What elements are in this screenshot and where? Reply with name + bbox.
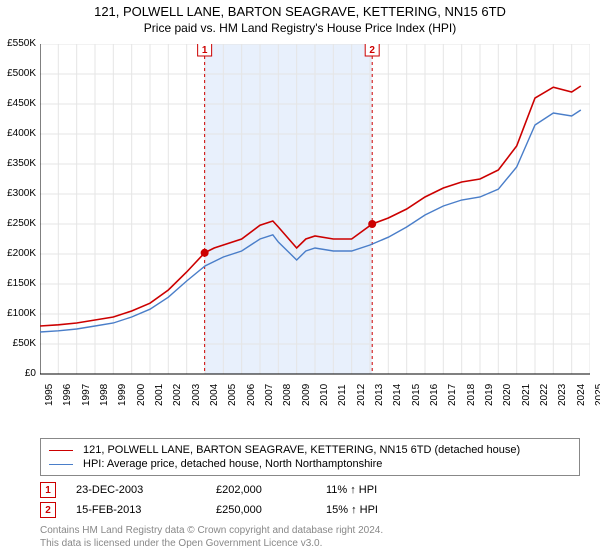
event-price: £202,000 xyxy=(216,484,306,496)
svg-text:1: 1 xyxy=(202,45,208,56)
event-marker: 2 xyxy=(40,502,56,518)
y-tick-label: £0 xyxy=(0,368,36,379)
event-row: 1 23-DEC-2003 £202,000 11% ↑ HPI xyxy=(40,480,580,500)
event-row: 2 15-FEB-2013 £250,000 15% ↑ HPI xyxy=(40,500,580,520)
legend-row: HPI: Average price, detached house, Nort… xyxy=(49,457,571,471)
y-tick-label: £350K xyxy=(0,158,36,169)
event-diff: 15% ↑ HPI xyxy=(326,504,416,516)
y-tick-label: £550K xyxy=(0,38,36,49)
y-tick-label: £100K xyxy=(0,308,36,319)
chart-area: 12 xyxy=(40,44,590,404)
y-tick-label: £450K xyxy=(0,98,36,109)
event-marker: 1 xyxy=(40,482,56,498)
y-tick-label: £250K xyxy=(0,218,36,229)
y-tick-label: £200K xyxy=(0,248,36,259)
y-tick-label: £500K xyxy=(0,68,36,79)
y-tick-label: £300K xyxy=(0,188,36,199)
line-chart-svg: 12 xyxy=(40,44,590,404)
legend-swatch xyxy=(49,464,73,465)
legend-label: 121, POLWELL LANE, BARTON SEAGRAVE, KETT… xyxy=(83,444,520,456)
legend-swatch xyxy=(49,450,73,451)
chart-title: 121, POLWELL LANE, BARTON SEAGRAVE, KETT… xyxy=(0,0,600,21)
legend-row: 121, POLWELL LANE, BARTON SEAGRAVE, KETT… xyxy=(49,443,571,457)
footer-text: Contains HM Land Registry data © Crown c… xyxy=(40,524,383,550)
footer-line-1: Contains HM Land Registry data © Crown c… xyxy=(40,524,383,537)
legend-label: HPI: Average price, detached house, Nort… xyxy=(83,458,382,470)
event-date: 23-DEC-2003 xyxy=(76,484,196,496)
event-diff: 11% ↑ HPI xyxy=(326,484,416,496)
footer-line-2: This data is licensed under the Open Gov… xyxy=(40,537,383,550)
event-price: £250,000 xyxy=(216,504,306,516)
y-tick-label: £400K xyxy=(0,128,36,139)
chart-subtitle: Price paid vs. HM Land Registry's House … xyxy=(0,21,600,35)
svg-text:2: 2 xyxy=(369,45,375,56)
legend-box: 121, POLWELL LANE, BARTON SEAGRAVE, KETT… xyxy=(40,438,580,476)
y-tick-label: £50K xyxy=(0,338,36,349)
event-date: 15-FEB-2013 xyxy=(76,504,196,516)
y-tick-label: £150K xyxy=(0,278,36,289)
event-table: 1 23-DEC-2003 £202,000 11% ↑ HPI 2 15-FEB-201… xyxy=(40,480,580,520)
x-tick-label: 2025 xyxy=(594,384,600,406)
